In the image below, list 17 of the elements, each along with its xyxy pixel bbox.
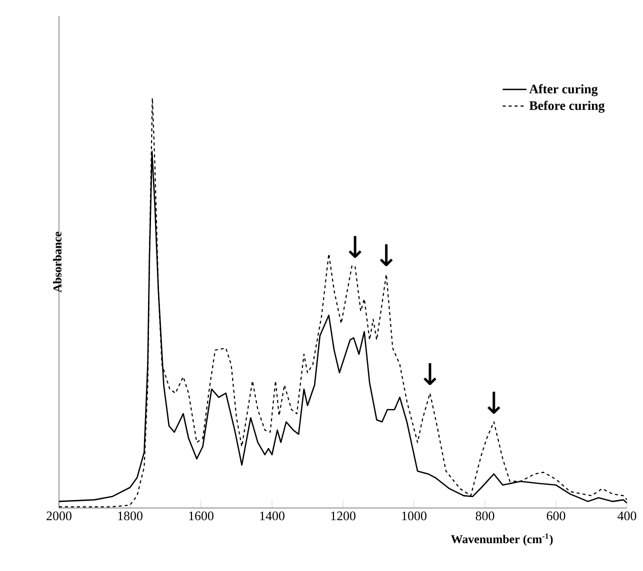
x-tick-label: 1800 xyxy=(118,512,142,520)
x-tick-label: 800 xyxy=(476,512,494,520)
legend-label: After curing xyxy=(529,84,598,96)
x-tick-label: 600 xyxy=(546,512,566,520)
x-tick-label: 2000 xyxy=(46,512,72,520)
x-tick-label: 1000 xyxy=(402,512,426,520)
legend-label: Before curing xyxy=(529,100,605,113)
x-tick-label: 1600 xyxy=(189,512,214,520)
x-tick-label: 1200 xyxy=(331,512,356,520)
x-tick-label: 1400 xyxy=(260,512,284,520)
annotation: ↓ xyxy=(348,236,362,258)
annotation: ↓ xyxy=(380,244,393,266)
annotation: ↓ xyxy=(424,363,436,386)
x-axis-title: Wavenumber (cm$^{-1}$) xyxy=(450,534,553,546)
x-tick-label: 400 xyxy=(618,512,636,520)
annotation: ↓ xyxy=(487,392,500,414)
y-axis-title: Absorbance xyxy=(53,232,62,292)
